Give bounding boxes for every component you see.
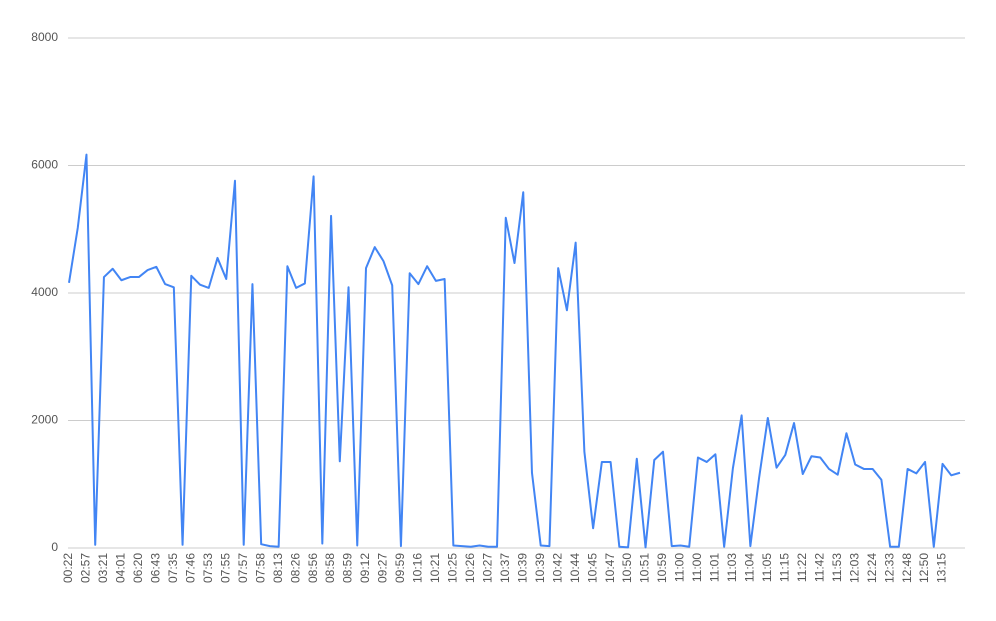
y-tick-label: 4000 xyxy=(31,285,58,299)
x-tick-label: 12:24 xyxy=(865,553,879,583)
x-tick-label: 08:59 xyxy=(341,553,355,583)
line-series xyxy=(68,153,961,549)
x-tick-label: 10:44 xyxy=(568,553,582,583)
x-tick-label: 00:22 xyxy=(61,553,75,583)
x-tick-label: 12:33 xyxy=(882,553,896,583)
x-tick-label: 07:58 xyxy=(253,553,267,583)
y-tick-label: 0 xyxy=(51,540,58,554)
x-tick-label: 03:21 xyxy=(96,553,110,583)
y-tick-label: 6000 xyxy=(31,158,58,172)
x-tick-label: 09:12 xyxy=(358,553,372,583)
x-tick-label: 10:16 xyxy=(411,553,425,583)
x-tick-label: 07:35 xyxy=(166,553,180,583)
x-tick-label: 08:13 xyxy=(271,553,285,583)
x-tick-label: 12:03 xyxy=(847,553,861,583)
x-tick-label: 13:15 xyxy=(935,553,949,583)
x-tick-label: 11:00 xyxy=(673,553,687,582)
x-tick-label: 10:25 xyxy=(446,553,460,583)
x-tick-label: 07:53 xyxy=(201,553,215,583)
x-tick-label: 07:57 xyxy=(236,553,250,583)
x-tick-label: 09:27 xyxy=(376,553,390,583)
x-tick-label: 10:59 xyxy=(655,553,669,583)
x-tick-label: 10:21 xyxy=(428,553,442,583)
x-tick-label: 10:39 xyxy=(533,553,547,583)
x-tick-label: 10:47 xyxy=(603,553,617,583)
y-tick-label: 8000 xyxy=(31,30,58,44)
x-tick-label: 10:39 xyxy=(515,553,529,583)
x-tick-label: 11:22 xyxy=(795,553,809,582)
x-tick-label: 08:58 xyxy=(323,553,337,583)
x-tick-label: 06:20 xyxy=(131,553,145,583)
x-tick-label: 10:51 xyxy=(638,553,652,583)
x-tick-label: 08:26 xyxy=(288,553,302,583)
x-tick-label: 12:50 xyxy=(917,553,931,583)
x-tick-label: 10:26 xyxy=(463,553,477,583)
x-tick-label: 06:43 xyxy=(149,553,163,583)
x-tick-label: 11:42 xyxy=(812,553,826,582)
x-tick-label: 07:46 xyxy=(183,553,197,583)
x-tick-label: 02:57 xyxy=(79,553,93,583)
x-tick-label: 11:53 xyxy=(830,553,844,582)
x-tick-label: 10:37 xyxy=(498,553,512,583)
x-tick-label: 11:05 xyxy=(760,553,774,582)
x-tick-label: 10:42 xyxy=(550,553,564,583)
x-tick-label: 08:56 xyxy=(306,553,320,583)
x-tick-label: 11:00 xyxy=(690,553,704,582)
x-tick-label: 11:03 xyxy=(725,553,739,582)
x-tick-label: 11:01 xyxy=(708,553,722,582)
x-tick-label: 10:45 xyxy=(585,553,599,583)
x-tick-label: 07:55 xyxy=(218,553,232,583)
x-tick-label: 12:48 xyxy=(900,553,914,583)
x-tick-label: 11:04 xyxy=(743,553,757,582)
x-tick-label: 10:50 xyxy=(620,553,634,583)
x-tick-label: 10:27 xyxy=(480,553,494,583)
x-tick-label: 09:59 xyxy=(393,553,407,583)
x-tick-label: 11:15 xyxy=(777,553,791,582)
x-tick-label: 04:01 xyxy=(114,553,128,583)
y-tick-label: 2000 xyxy=(31,413,58,427)
